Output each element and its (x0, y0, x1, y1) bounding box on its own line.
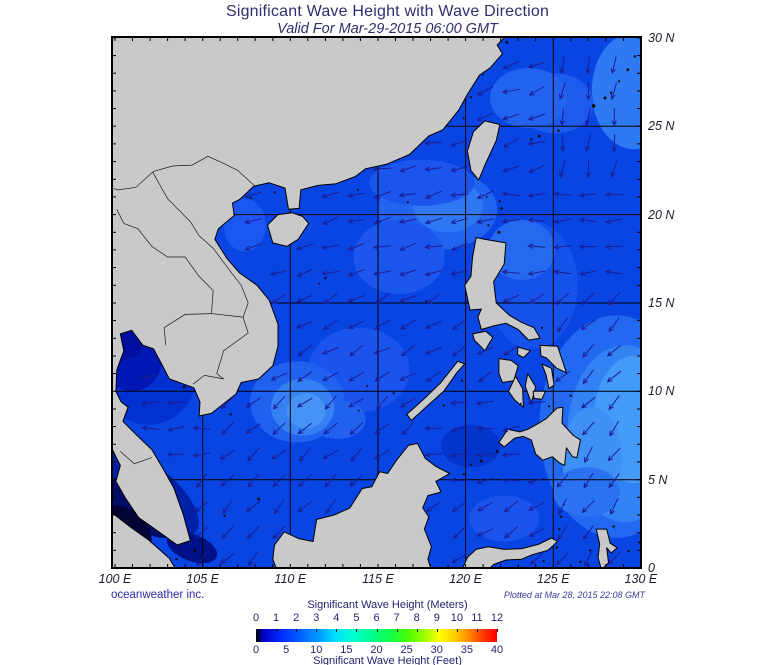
lon-label-110: 110 E (274, 572, 307, 586)
cb-nub (296, 629, 298, 632)
land-mainland-asia (112, 37, 506, 546)
lon-label-115: 115 E (362, 572, 394, 586)
lat-label-25: 25 N (648, 119, 675, 134)
lon-label-130: 130 E (624, 572, 658, 586)
cb-nub (497, 629, 498, 632)
lon-label-105: 105 E (186, 572, 219, 586)
lat-label-5: 5 N (648, 472, 668, 487)
lat-label-20: 20 N (648, 207, 675, 222)
lat-label-15: 15 N (648, 295, 675, 310)
cb-nub (256, 629, 257, 632)
cb-meter-1: 1 (273, 612, 280, 624)
cb-nub (436, 629, 438, 632)
cb-feet-35: 35 (460, 644, 473, 656)
cb-meter-11: 11 (471, 612, 483, 624)
cb-feet-15: 15 (340, 644, 353, 656)
degree-tick-marks (112, 37, 642, 569)
land-mindanao (498, 406, 581, 466)
cb-meter-7: 7 (393, 612, 400, 624)
plotted-timestamp: Plotted at Mar 28, 2015 22:08 GMT (503, 590, 645, 600)
land-borneo (272, 442, 451, 568)
land-sumatra (112, 512, 176, 568)
cb-meter-5: 5 (353, 612, 360, 624)
colorbar-title-meters: Significant Wave Height (Meters) (307, 599, 468, 611)
land-palawan (406, 360, 466, 421)
land-sulawesi-north (462, 537, 559, 568)
cb-nub (456, 629, 458, 632)
land-hainan (267, 212, 310, 247)
cb-meter-12: 12 (490, 612, 504, 624)
lon-label-100: 100 E (98, 572, 132, 586)
chart-title: Significant Wave Height with Wave Direct… (225, 3, 550, 20)
land-taiwan (466, 120, 501, 181)
land-halmahera (595, 528, 618, 568)
land-layer (112, 37, 618, 568)
land-samar (539, 344, 567, 374)
cb-meter-4: 4 (333, 612, 340, 624)
colorbar-title-feet: Significant Wave Height (Feet) (313, 655, 462, 665)
cb-nub (376, 629, 378, 632)
cb-meter-2: 2 (293, 612, 300, 624)
land-masbate (516, 346, 531, 359)
lon-label-125: 125 E (536, 572, 570, 586)
cb-nub (316, 629, 318, 632)
cb-meter-0: 0 (252, 612, 260, 624)
land-negros (508, 375, 524, 408)
chart-subtitle: Valid For Mar-29-2015 06:00 GMT (277, 21, 498, 37)
land-leyte (541, 363, 555, 390)
cb-nub (396, 629, 398, 632)
cb-feet-10: 10 (310, 644, 323, 656)
cb-feet-0: 0 (252, 644, 260, 656)
small-islands-layer (175, 40, 641, 563)
credit-oceanweather: oceanweather inc. (111, 589, 205, 601)
cb-nub (476, 629, 478, 632)
cb-meter-9: 9 (433, 612, 440, 624)
cb-nub (356, 629, 358, 632)
cb-meter-8: 8 (413, 612, 420, 624)
cb-meter-10: 10 (450, 612, 463, 624)
cb-feet-40: 40 (490, 644, 504, 656)
wave-direction-arrows (140, 56, 623, 568)
colorbar-gradient (256, 629, 497, 642)
cb-nub (336, 629, 338, 632)
lon-label-120: 120 E (449, 572, 482, 586)
cb-feet-25: 25 (400, 644, 413, 656)
cb-feet-30: 30 (430, 644, 443, 656)
cb-meter-3: 3 (313, 612, 320, 624)
cb-nub (276, 629, 278, 632)
land-luzon (464, 237, 541, 341)
lat-label-10: 10 N (648, 384, 675, 399)
land-mindoro (472, 330, 494, 352)
cb-meter-6: 6 (373, 612, 380, 624)
country-borders (112, 155, 257, 465)
land-bohol (532, 390, 546, 400)
cb-feet-5: 5 (283, 644, 290, 656)
lat-label-0: 0 (648, 561, 655, 575)
cb-feet-20: 20 (370, 644, 383, 656)
lat-label-30: 30 N (648, 30, 675, 45)
map-layers (112, 37, 641, 568)
cb-nub (416, 629, 418, 632)
